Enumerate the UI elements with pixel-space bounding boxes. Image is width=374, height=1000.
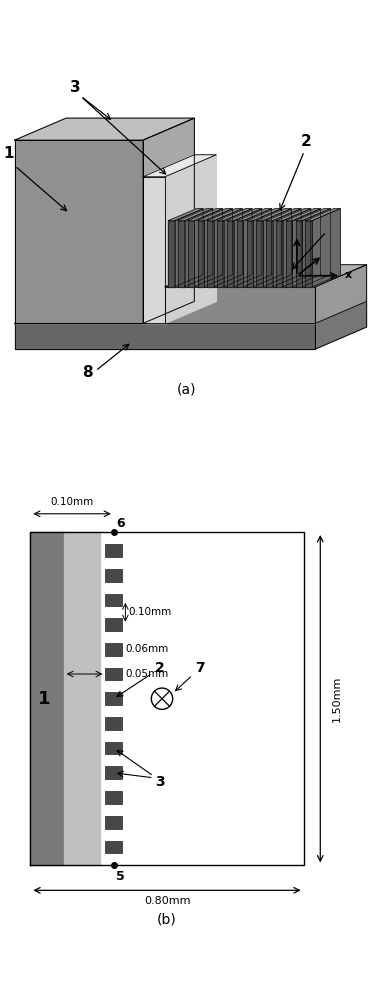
Polygon shape [227,221,234,287]
Bar [105,618,122,631]
Bar [105,816,122,829]
Polygon shape [315,301,367,349]
Polygon shape [64,532,100,865]
Text: 1: 1 [4,146,14,161]
Text: (a): (a) [177,382,197,396]
Polygon shape [246,209,282,221]
Polygon shape [237,221,243,287]
Polygon shape [243,209,272,287]
Text: y: y [324,243,331,253]
Polygon shape [234,209,262,287]
Polygon shape [178,221,185,287]
Polygon shape [292,209,321,287]
Polygon shape [197,209,233,221]
Polygon shape [296,221,302,287]
Polygon shape [253,209,282,287]
Text: 7: 7 [176,661,205,691]
Polygon shape [302,209,331,287]
Polygon shape [208,209,242,221]
Text: x: x [344,270,352,280]
Polygon shape [266,209,301,221]
Polygon shape [178,209,213,221]
Text: 1: 1 [37,690,50,708]
Polygon shape [217,209,252,221]
Polygon shape [208,221,214,287]
Polygon shape [15,323,315,349]
Polygon shape [257,221,263,287]
Text: z: z [290,224,297,234]
Polygon shape [30,532,64,865]
Polygon shape [165,155,216,323]
Text: 4: 4 [324,214,335,229]
Polygon shape [15,140,143,323]
Polygon shape [217,221,224,287]
Text: 8: 8 [83,365,93,380]
Polygon shape [168,209,203,221]
Bar [105,594,122,606]
Bar [105,841,122,853]
Polygon shape [224,209,252,287]
Text: 6: 6 [116,517,125,530]
Text: 3: 3 [70,80,80,95]
Polygon shape [227,209,262,221]
Polygon shape [185,209,213,287]
Polygon shape [165,265,367,287]
Polygon shape [197,221,204,287]
Polygon shape [165,287,315,323]
Bar [105,766,122,779]
Bar [105,692,122,705]
Text: 5: 5 [116,870,125,883]
Polygon shape [296,209,331,221]
Text: (b): (b) [157,913,177,927]
Text: 0.10mm: 0.10mm [129,607,172,617]
Polygon shape [143,155,216,177]
Polygon shape [306,209,340,221]
Polygon shape [266,221,273,287]
Polygon shape [143,177,165,323]
Bar [105,643,122,656]
Polygon shape [143,118,194,323]
Text: 3: 3 [155,775,165,789]
Polygon shape [188,221,194,287]
Polygon shape [283,209,311,287]
Polygon shape [175,209,203,287]
Polygon shape [312,209,340,287]
Bar [105,742,122,754]
Bar [105,544,122,557]
Polygon shape [168,221,175,287]
Text: 1.50mm: 1.50mm [332,676,342,722]
Bar [105,791,122,804]
Polygon shape [263,209,291,287]
Polygon shape [204,209,233,287]
Polygon shape [122,532,304,865]
Polygon shape [273,209,301,287]
Polygon shape [188,209,223,221]
Polygon shape [286,221,292,287]
Bar [105,668,122,680]
Polygon shape [276,221,283,287]
Polygon shape [315,265,367,323]
Text: 2: 2 [117,661,165,697]
Polygon shape [15,301,367,323]
Polygon shape [214,209,242,287]
Polygon shape [286,209,321,221]
Polygon shape [306,221,312,287]
Text: 0.10mm: 0.10mm [50,497,94,507]
Text: 0.06mm: 0.06mm [125,644,169,654]
Bar [105,717,122,730]
Text: 0.80mm: 0.80mm [144,896,190,906]
Polygon shape [246,221,253,287]
Polygon shape [237,209,272,221]
Text: 2: 2 [301,134,312,149]
Polygon shape [257,209,291,221]
Text: 0.05mm: 0.05mm [125,669,169,679]
Polygon shape [15,118,194,140]
Polygon shape [194,209,223,287]
Polygon shape [276,209,311,221]
Bar [105,569,122,582]
